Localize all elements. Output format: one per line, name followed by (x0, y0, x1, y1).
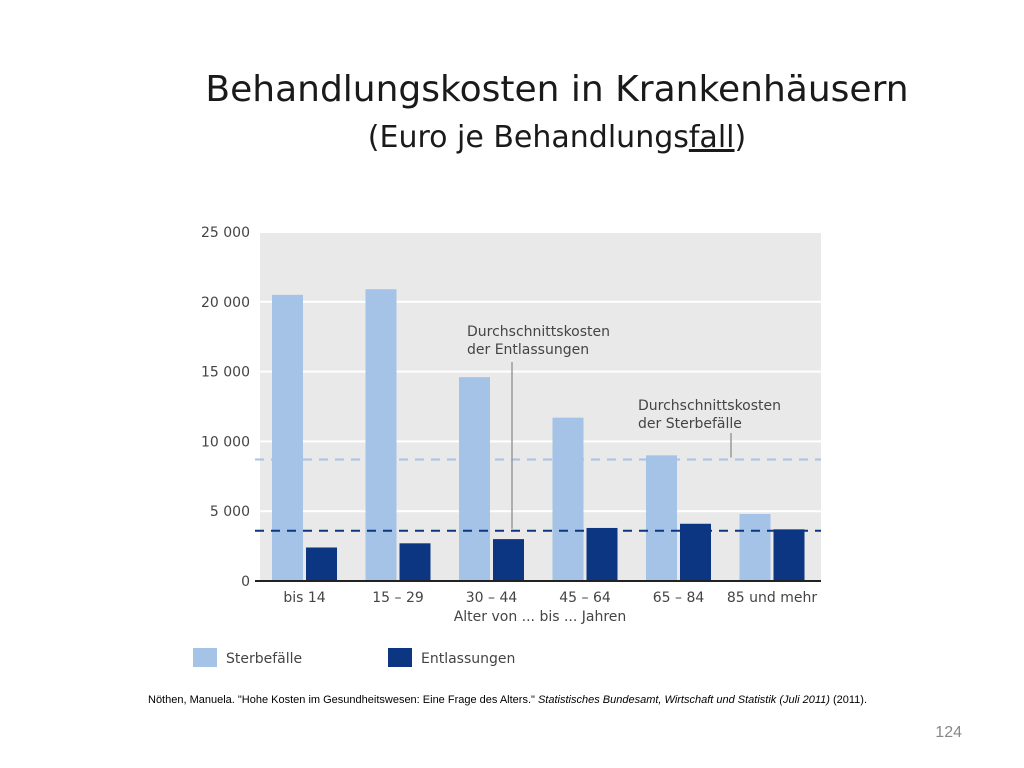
x-tick-label: 85 und mehr (727, 590, 817, 606)
annotation-entlassungen-line2: der Entlassungen (467, 342, 589, 358)
bar-sterbefaelle (552, 417, 584, 581)
bar-entlassungen (399, 543, 431, 581)
page-number: 124 (935, 724, 962, 741)
annotation-sterbefaelle-line1: Durchschnittskosten (638, 398, 781, 414)
legend: Sterbefälle Entlassungen (193, 648, 515, 667)
source-part-a: Nöthen, Manuela. "Hohe Kosten im Gesundh… (148, 694, 538, 706)
x-tick-label: bis 14 (283, 590, 325, 606)
bar-sterbefaelle (365, 289, 397, 581)
x-tick-label: 30 – 44 (466, 590, 518, 606)
title-line-2-part-c: ) (734, 120, 747, 155)
annotation-sterbefaelle-line2: der Sterbefälle (638, 416, 742, 432)
bar-entlassungen (586, 527, 618, 581)
y-tick-label: 10 000 (201, 434, 250, 450)
source-part-c: (2011). (829, 694, 867, 706)
source-citation: Nöthen, Manuela. "Hohe Kosten im Gesundh… (148, 694, 867, 706)
bar-entlassungen (680, 523, 711, 581)
y-tick-label: 15 000 (201, 365, 250, 381)
slide-title: Behandlungskosten in Krankenhäusern (Eur… (0, 64, 1024, 160)
title-line-2: (Euro je Behandlungsfall) (0, 116, 1024, 160)
legend-label-entlassungen: Entlassungen (421, 651, 515, 667)
legend-label-sterbefaelle: Sterbefälle (226, 651, 302, 667)
source-part-b: Statistisches Bundesamt, Wirtschaft und … (537, 694, 830, 706)
title-line-2-underlined: fall (688, 120, 735, 155)
x-axis-labels: bis 14 15 – 29 30 – 44 45 – 64 65 – 84 85 und… (283, 590, 817, 606)
y-tick-label: 25 000 (201, 225, 250, 241)
x-tick-label: 65 – 84 (653, 590, 705, 606)
bar-sterbefaelle (739, 513, 771, 581)
y-tick-label: 5 000 (210, 504, 250, 520)
bar-entlassungen (773, 529, 805, 581)
gridlines (260, 231, 821, 513)
bar-sterbefaelle (272, 294, 303, 581)
legend-swatch-entlassungen (388, 648, 412, 667)
annotation-entlassungen-line1: Durchschnittskosten (467, 324, 610, 340)
y-tick-label: 0 (241, 574, 250, 590)
title-line-2-part-a: (Euro je Behandlungs (367, 120, 689, 155)
bar-sterbefaelle (646, 455, 677, 581)
x-axis-title: Alter von ... bis ... Jahren (454, 609, 627, 625)
bar-entlassungen (306, 547, 337, 581)
bar-sterbefaelle (459, 377, 490, 581)
x-tick-label: 15 – 29 (372, 590, 424, 606)
title-line-1: Behandlungskosten in Krankenhäusern (205, 69, 909, 110)
bar-entlassungen (493, 539, 524, 581)
legend-swatch-sterbefaelle (193, 648, 217, 667)
reference-lines (255, 458, 821, 532)
plot-background (260, 232, 821, 581)
annotations: Durchschnittskosten der Sterbefälle Durchs… (467, 324, 781, 529)
bars (272, 289, 805, 581)
y-tick-label: 20 000 (201, 295, 250, 311)
x-tick-label: 45 – 64 (559, 590, 611, 606)
y-axis-labels: 0 5 000 10 000 15 000 20 000 25 000 (201, 225, 250, 590)
